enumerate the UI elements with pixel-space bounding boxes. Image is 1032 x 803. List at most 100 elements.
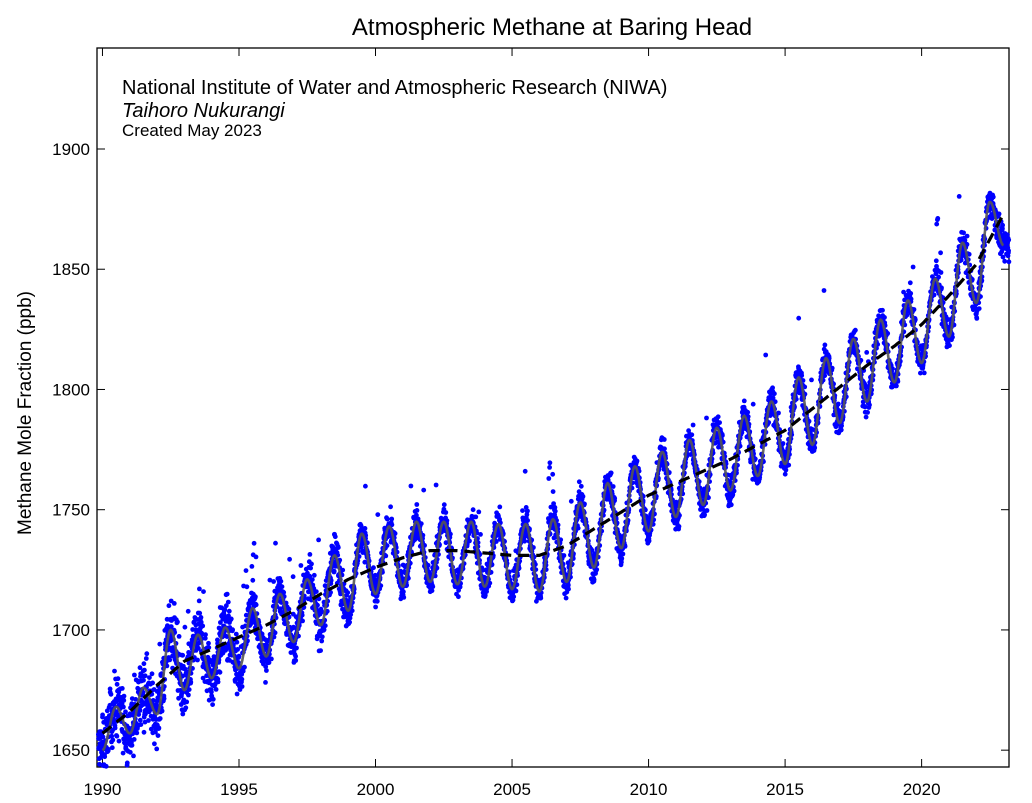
observation-point [230,627,236,633]
observation-point [319,638,325,644]
observation-point [522,468,528,474]
observation-point [552,508,558,514]
observation-point [328,590,333,595]
observation-point [114,733,120,739]
observation-point [309,577,315,582]
observation-point [1006,259,1012,265]
x-tick-label: 2010 [630,780,668,799]
observation-point [198,615,204,620]
observation-point [441,502,447,508]
observation-point [478,532,483,537]
credit-maori-name: Taihoro Nukurangi [122,100,285,122]
observation-point [210,702,216,707]
observation-point [108,691,114,697]
observation-point [197,586,202,592]
observation-point [976,306,982,311]
observation-point [109,733,115,739]
observation-point [964,233,970,239]
observation-point [476,509,482,515]
observation-point [120,750,126,756]
observation-point [129,742,135,748]
observation-point [175,619,180,625]
observation-point [371,565,376,571]
observation-point [266,660,272,665]
observation-point [138,722,144,727]
x-tick-label: 2020 [903,780,941,799]
observation-point [142,673,148,679]
observation-point [414,502,420,507]
observation-point [345,590,351,595]
observation-point [206,640,211,646]
observation-point [137,665,143,671]
x-tick-label: 2000 [357,780,395,799]
observation-point [124,760,130,766]
observation-point [421,487,427,493]
observation-point [309,561,314,567]
observation-point [134,730,140,736]
observation-point [433,482,439,488]
observation-point [319,634,325,640]
observation-point [313,589,319,594]
x-tick-label: 1990 [84,780,122,799]
observation-point [704,508,710,513]
observation-point [591,577,597,582]
observation-point [142,667,147,673]
observation-point [880,307,885,313]
observation-point [156,725,162,731]
observation-point [150,680,156,686]
observation-point [106,746,111,752]
observation-point [110,737,116,743]
observation-point [610,484,616,489]
observation-point [166,603,172,609]
observation-point [907,280,913,286]
credit-organisation: National Institute of Water and Atmosphe… [122,77,667,99]
observation-point [547,460,553,466]
observation-point [273,540,278,546]
observation-point [253,554,259,560]
observation-point [894,383,899,389]
observation-point [373,604,378,610]
observation-point [291,624,296,630]
observation-point [608,470,614,476]
observation-point [676,524,682,529]
observation-point [253,594,258,600]
observation-point [1006,237,1012,243]
observation-point [750,401,756,407]
observation-point [1000,222,1005,228]
observation-point [206,645,212,650]
chart-title: Atmospheric Methane at Baring Head [352,14,752,41]
observation-point [293,653,298,659]
observation-point [209,689,214,695]
observation-point [137,717,143,723]
observation-point [401,595,407,600]
observation-point [234,639,240,645]
observation-point [235,647,241,652]
observation-point [234,691,240,697]
observation-point [226,608,232,614]
observation-point [287,556,292,562]
observation-point [121,704,126,710]
observation-point [578,483,584,489]
observation-point [203,632,208,637]
observation-point [184,699,190,705]
observation-point [215,637,220,643]
observation-point [864,350,870,355]
observation-point [286,606,292,612]
observation-point [634,458,640,464]
observation-point [522,538,528,544]
observation-point [974,316,980,321]
y-tick-label: 1700 [52,621,90,640]
observation-point [809,377,814,383]
observation-point [202,635,208,641]
observation-point [107,686,113,692]
observation-point [497,504,503,510]
observation-point [201,589,206,594]
observation-point [251,540,257,546]
observation-point [236,653,242,659]
observation-point [176,634,182,639]
observation-point [561,553,567,558]
observation-point [133,697,139,702]
observation-point [425,562,431,568]
observation-point [307,552,313,557]
